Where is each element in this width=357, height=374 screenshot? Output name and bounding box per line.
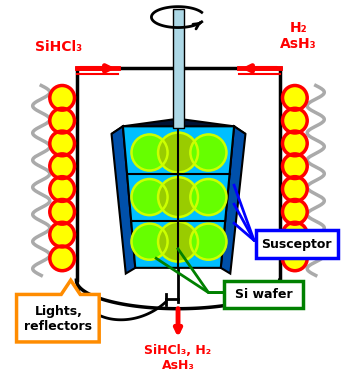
Circle shape xyxy=(158,177,198,217)
Circle shape xyxy=(131,179,167,215)
Text: Lights,
reflectors: Lights, reflectors xyxy=(24,305,92,333)
Circle shape xyxy=(282,177,307,201)
Text: SiHCl₃: SiHCl₃ xyxy=(35,40,82,55)
Circle shape xyxy=(282,131,307,156)
Polygon shape xyxy=(16,280,99,342)
Circle shape xyxy=(50,177,75,201)
Circle shape xyxy=(190,179,226,215)
Circle shape xyxy=(50,131,75,156)
Circle shape xyxy=(131,224,167,260)
Circle shape xyxy=(131,135,167,171)
Circle shape xyxy=(50,222,75,247)
FancyBboxPatch shape xyxy=(223,281,303,308)
Circle shape xyxy=(190,135,226,171)
FancyBboxPatch shape xyxy=(256,230,338,258)
Circle shape xyxy=(50,108,75,133)
Circle shape xyxy=(158,132,198,172)
Polygon shape xyxy=(123,126,234,268)
Circle shape xyxy=(50,246,75,271)
Circle shape xyxy=(282,199,307,224)
Polygon shape xyxy=(111,126,135,273)
Text: SiHCl₃, H₂
AsH₃: SiHCl₃, H₂ AsH₃ xyxy=(145,344,212,372)
Circle shape xyxy=(282,154,307,178)
Bar xyxy=(173,9,184,128)
Circle shape xyxy=(190,224,226,260)
Text: Si wafer: Si wafer xyxy=(235,288,292,301)
Circle shape xyxy=(50,199,75,224)
Polygon shape xyxy=(221,126,246,273)
Text: Susceptor: Susceptor xyxy=(262,237,332,251)
Circle shape xyxy=(50,86,75,110)
Polygon shape xyxy=(111,119,246,141)
Circle shape xyxy=(282,86,307,110)
Circle shape xyxy=(282,222,307,247)
Circle shape xyxy=(158,222,198,262)
Circle shape xyxy=(282,246,307,271)
Circle shape xyxy=(282,108,307,133)
Circle shape xyxy=(50,154,75,178)
Text: H₂
AsH₃: H₂ AsH₃ xyxy=(280,21,317,51)
